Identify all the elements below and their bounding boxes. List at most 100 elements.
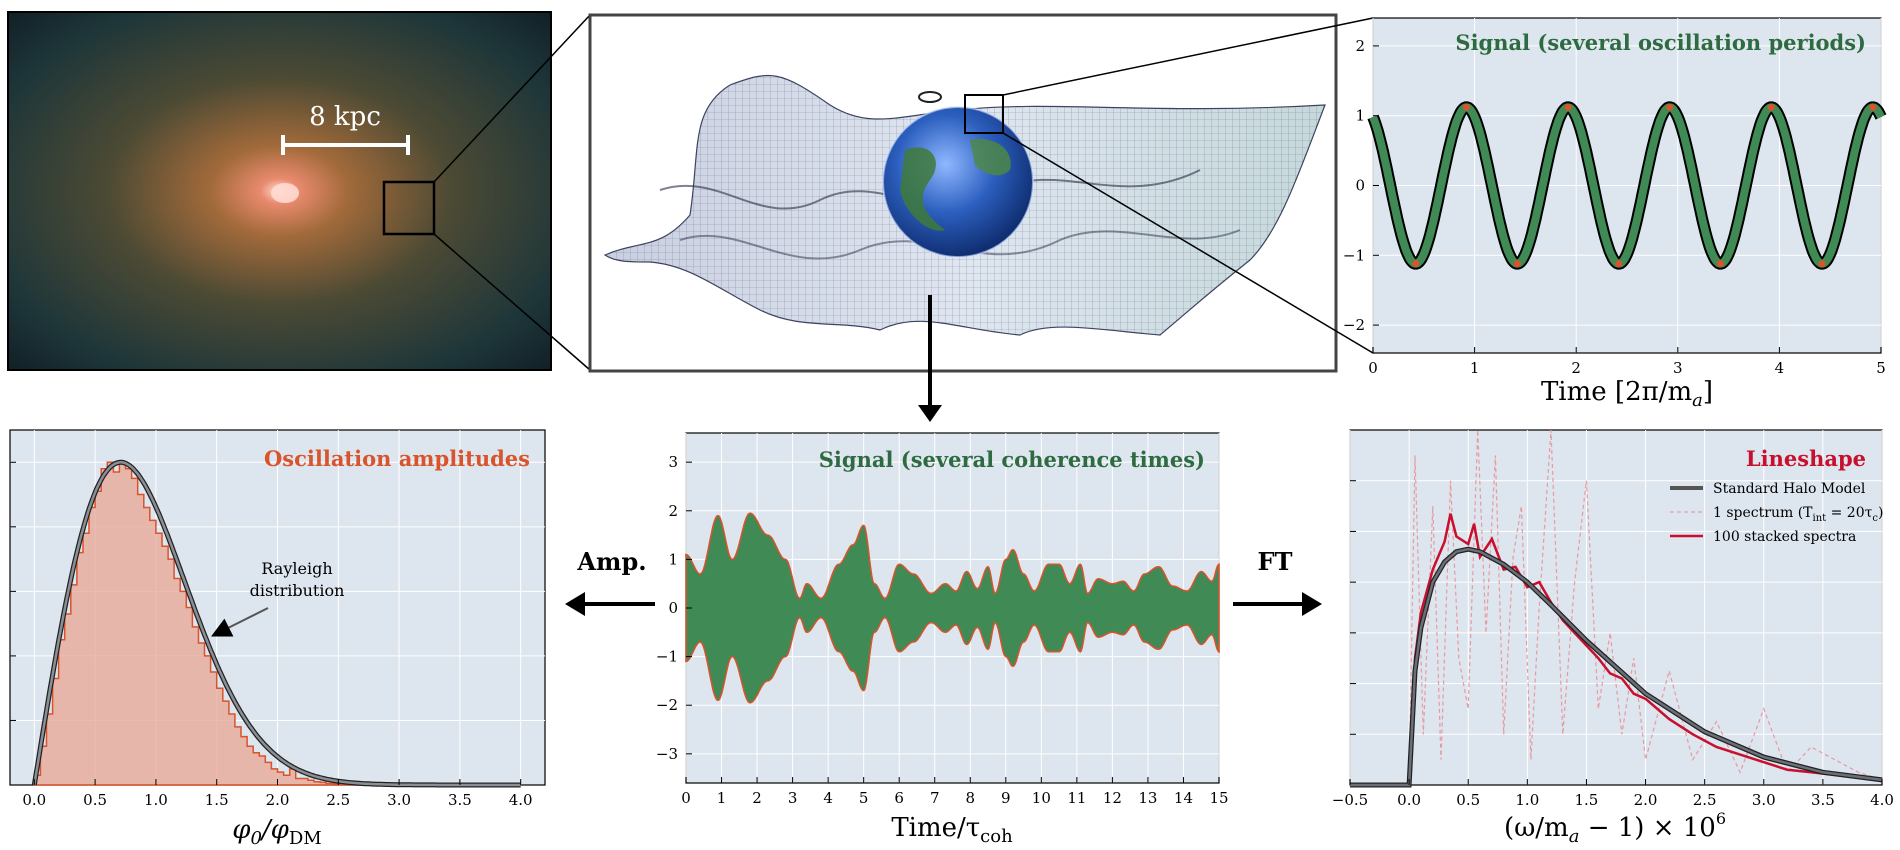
peak-marker: [1462, 103, 1470, 111]
x-tick-label: 3.5: [448, 791, 472, 809]
x-tick-label: 7: [930, 789, 940, 807]
signal-line: [1369, 103, 1885, 268]
x-tick-label: 13: [1138, 789, 1157, 807]
x-axis-label: Time/τcoh: [891, 813, 1013, 847]
y-tick-label: 3: [668, 453, 678, 471]
annotation-text: distribution: [250, 581, 345, 600]
amplitudes-chart: 0.0 0.5 1.0 1.5 2.0 2.5 3.0 3.5 4.0 Oscillation …: [9, 429, 546, 849]
x-tick-label: 5: [1876, 359, 1886, 377]
x-tick-label: 0.0: [22, 791, 46, 809]
x-tick-label: 8: [965, 789, 975, 807]
x-tick-label: 15: [1209, 789, 1228, 807]
x-tick-label: 4.0: [1870, 791, 1894, 809]
y-tick-label: −3: [656, 745, 678, 763]
x-tick-label: 2.5: [1693, 791, 1717, 809]
zoom-box: [382, 180, 436, 236]
x-tick-label: 4.0: [509, 791, 533, 809]
x-tick-label: 0.5: [1456, 791, 1480, 809]
galaxy-image-panel: 8 kpc: [7, 11, 552, 371]
peak-marker: [1564, 103, 1572, 111]
zoom-line-top: [433, 14, 591, 183]
x-tick-label: 2: [1571, 359, 1581, 377]
x-tick-label: 3: [788, 789, 798, 807]
x-tick-label: 1.0: [144, 791, 168, 809]
x-tick-label: 12: [1103, 789, 1122, 807]
scale-bar-label: 8 kpc: [309, 102, 381, 132]
trough-marker: [1513, 260, 1521, 268]
plot-area: [1349, 429, 1883, 786]
trough-marker: [1412, 260, 1420, 268]
rayleigh-curve: [33, 461, 521, 787]
ft-label: FT: [1258, 547, 1293, 576]
y-tick-label: −2: [1343, 316, 1365, 334]
signal-periods-chart: 0 1 2 3 4 5 2 1 0 −1 −2 Signal (several oscillatio…: [1343, 17, 1887, 411]
x-tick-label: 5: [859, 789, 869, 807]
galaxy-core: [271, 183, 299, 203]
amp-label: Amp.: [576, 547, 646, 576]
chart-title: Lineshape: [1746, 446, 1866, 471]
x-tick-label: 0.5: [83, 791, 107, 809]
x-tick-label: 11: [1067, 789, 1086, 807]
x-axis-label: φ0/φDM: [232, 815, 322, 849]
x-tick-label: 3.0: [1752, 791, 1776, 809]
x-tick-label: 2.0: [266, 791, 290, 809]
peak-marker: [1869, 103, 1877, 111]
x-tick-label: 0.0: [1397, 791, 1421, 809]
x-tick-label: 1.0: [1515, 791, 1539, 809]
dark-matter-field-panel: [588, 13, 1338, 373]
legend-label: Standard Halo Model: [1713, 481, 1866, 497]
y-tick-label: 0: [1355, 177, 1365, 195]
x-tick-label: −0.5: [1332, 791, 1368, 809]
zoom-box-earth: [964, 94, 1004, 134]
legend-label: 100 stacked spectra: [1713, 529, 1856, 545]
zoom-line-top-2: [1002, 17, 1374, 96]
x-axis-label: (ω/ma − 1) × 106: [1504, 809, 1726, 847]
x-tick-label: 2.5: [326, 791, 350, 809]
chart-title: Signal (several coherence times): [819, 447, 1205, 472]
x-tick-label: 9: [1001, 789, 1011, 807]
y-tick-label: 1: [668, 550, 678, 568]
x-tick-label: 4: [1775, 359, 1785, 377]
legend: Standard Halo Model 1 spectrum (Tint = 2…: [1670, 481, 1883, 545]
y-tick-label: 2: [668, 502, 678, 520]
x-tick-label: 1: [1470, 359, 1480, 377]
chart-title: Signal (several oscillation periods): [1455, 30, 1866, 55]
x-tick-label: 0: [1368, 359, 1378, 377]
x-tick-label: 1.5: [205, 791, 229, 809]
x-tick-label: 10: [1032, 789, 1051, 807]
legend-label: 1 spectrum (Tint = 20τc): [1713, 505, 1883, 524]
x-tick-label: 2: [752, 789, 762, 807]
x-axis-label: Time [2π/ma]: [1541, 377, 1713, 411]
trough-marker: [1818, 260, 1826, 268]
y-tick-label: 0: [668, 599, 678, 617]
peak-marker: [1767, 103, 1775, 111]
zoom-line-bottom-2: [1002, 132, 1374, 354]
flow-arrows: Amp. FT: [565, 295, 1322, 616]
y-tick-label: 2: [1355, 37, 1365, 55]
series-halo-model: [1350, 547, 1883, 787]
trough-marker: [1615, 260, 1623, 268]
x-tick-label: 14: [1174, 789, 1193, 807]
lineshape-chart: −0.5 0.0 0.5 1.0 1.5 2.0 2.5 3.0 3.5 4.0 Lineshap…: [1332, 429, 1894, 847]
x-tick-label: 4: [823, 789, 833, 807]
x-tick-label: 2.0: [1634, 791, 1658, 809]
annotation-text: Rayleigh: [261, 559, 332, 578]
zoom-line-bottom: [433, 233, 591, 371]
x-tick-label: 3.5: [1811, 791, 1835, 809]
y-tick-label: −2: [656, 696, 678, 714]
x-tick-label: 6: [894, 789, 904, 807]
satellite-icon: [918, 91, 942, 103]
y-tick-label: −1: [656, 648, 678, 666]
chart-title: Oscillation amplitudes: [264, 446, 530, 471]
y-tick-label: 1: [1355, 107, 1365, 125]
x-tick-label: 1.5: [1575, 791, 1599, 809]
annotation-arrow: [211, 607, 269, 637]
peak-marker: [1666, 103, 1674, 111]
x-tick-label: 0: [681, 789, 691, 807]
x-tick-label: 3.0: [387, 791, 411, 809]
y-tick-label: −1: [1343, 246, 1365, 264]
x-tick-label: 1: [717, 789, 727, 807]
x-tick-label: 3: [1673, 359, 1683, 377]
trough-marker: [1716, 260, 1724, 268]
